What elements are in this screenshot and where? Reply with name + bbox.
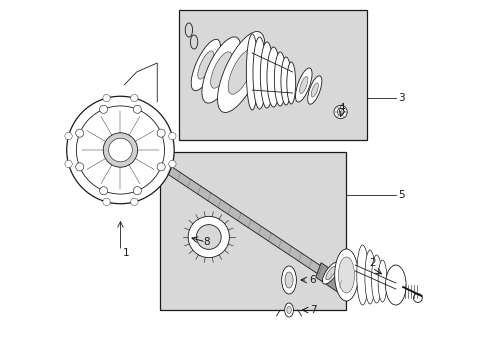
Ellipse shape <box>252 37 265 109</box>
Ellipse shape <box>284 303 293 317</box>
Ellipse shape <box>311 83 318 97</box>
Polygon shape <box>315 263 343 292</box>
Ellipse shape <box>295 68 311 102</box>
Circle shape <box>157 163 165 171</box>
Ellipse shape <box>246 34 258 110</box>
Text: 5: 5 <box>397 190 404 200</box>
Circle shape <box>102 94 110 102</box>
Circle shape <box>333 105 346 119</box>
Text: 1: 1 <box>123 248 129 258</box>
Ellipse shape <box>260 42 273 108</box>
Ellipse shape <box>356 245 368 305</box>
Ellipse shape <box>299 76 307 94</box>
Text: 2: 2 <box>368 258 375 268</box>
Ellipse shape <box>385 265 405 305</box>
Circle shape <box>102 198 110 206</box>
Ellipse shape <box>228 50 254 94</box>
Text: 8: 8 <box>203 237 210 247</box>
Circle shape <box>103 133 137 167</box>
Ellipse shape <box>325 266 335 280</box>
Circle shape <box>108 138 132 162</box>
Circle shape <box>413 294 422 302</box>
Circle shape <box>157 129 165 137</box>
Circle shape <box>76 163 83 171</box>
Text: 4: 4 <box>337 103 344 113</box>
Circle shape <box>168 132 176 140</box>
Circle shape <box>196 225 221 249</box>
FancyBboxPatch shape <box>179 10 366 140</box>
Ellipse shape <box>286 62 295 104</box>
Circle shape <box>76 129 83 137</box>
Circle shape <box>188 216 229 258</box>
Polygon shape <box>167 166 341 288</box>
Circle shape <box>130 94 138 102</box>
Circle shape <box>66 96 174 204</box>
Ellipse shape <box>286 306 291 314</box>
Circle shape <box>65 160 72 168</box>
FancyBboxPatch shape <box>160 152 345 310</box>
Ellipse shape <box>274 52 285 106</box>
Circle shape <box>130 198 138 206</box>
Circle shape <box>65 132 72 140</box>
Ellipse shape <box>338 257 354 293</box>
Circle shape <box>133 187 141 195</box>
Ellipse shape <box>334 249 358 301</box>
Ellipse shape <box>210 52 231 88</box>
Text: 6: 6 <box>309 275 316 285</box>
Circle shape <box>133 105 141 113</box>
Ellipse shape <box>377 260 386 302</box>
Ellipse shape <box>266 47 280 107</box>
Text: 3: 3 <box>397 93 404 103</box>
Ellipse shape <box>281 57 291 105</box>
Ellipse shape <box>322 262 339 284</box>
Ellipse shape <box>281 266 296 294</box>
Ellipse shape <box>371 255 381 303</box>
Circle shape <box>100 105 107 113</box>
Ellipse shape <box>364 250 374 304</box>
Ellipse shape <box>191 39 220 91</box>
Ellipse shape <box>197 51 213 79</box>
Text: 7: 7 <box>309 305 316 315</box>
Ellipse shape <box>285 272 292 288</box>
Ellipse shape <box>307 76 321 104</box>
Circle shape <box>100 187 107 195</box>
Circle shape <box>168 160 176 168</box>
Ellipse shape <box>202 37 240 103</box>
Ellipse shape <box>217 32 264 112</box>
